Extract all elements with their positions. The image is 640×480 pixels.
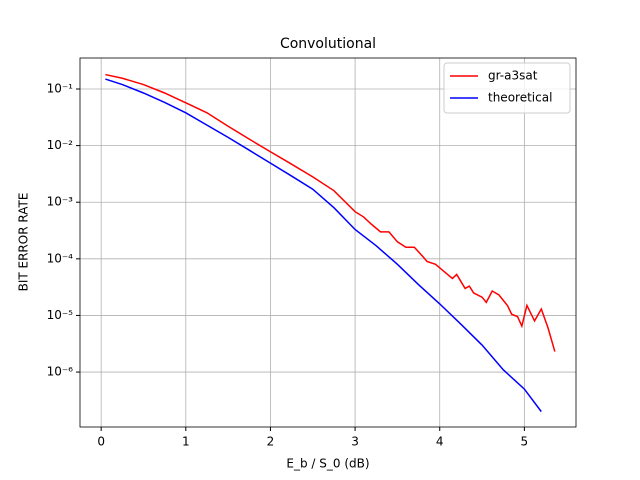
line-series [105,73,556,352]
y-tick-label: 10⁻⁴ [47,251,74,265]
legend-label: gr-a3sat [488,69,538,83]
x-tick-label: 5 [521,435,529,449]
plot-frame [79,57,577,428]
y-tick-label: 10⁻³ [47,195,74,209]
line-series [105,78,542,413]
x-tick-label: 2 [267,435,275,449]
y-tick-label: 10⁻² [47,138,74,152]
y-tick-label: 10⁻¹ [47,82,74,96]
legend-label: theoretical [488,91,552,105]
y-tick-label: 10⁻⁵ [47,308,74,322]
y-tick-label: 10⁻⁶ [47,365,74,379]
y-axis-label: BIT ERROR RATE [17,193,31,292]
x-tick-label: 1 [182,435,190,449]
x-tick-label: 0 [97,435,105,449]
x-axis-label: E_b / S_0 (dB) [286,457,369,471]
x-tick-label: 3 [351,435,359,449]
chart-title: Convolutional [280,36,376,52]
x-tick-label: 4 [436,435,444,449]
